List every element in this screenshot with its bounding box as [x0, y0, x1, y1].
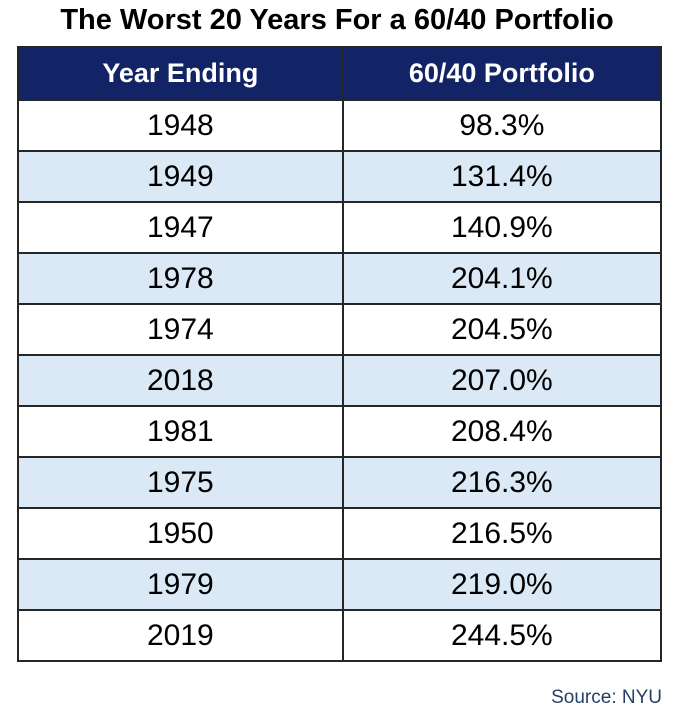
header-row: Year Ending 60/40 Portfolio [17, 46, 663, 101]
table-row: 1974 204.5% [17, 303, 663, 356]
portfolio-return-cell: 98.3% [341, 99, 663, 152]
table-row: 1949 131.4% [17, 150, 663, 203]
table-row: 1975 216.3% [17, 456, 663, 509]
table-row: 2018 207.0% [17, 354, 663, 407]
year-ending-cell: 1974 [17, 303, 344, 356]
table-row: 2019 244.5% [17, 609, 663, 662]
year-ending-cell: 1950 [17, 507, 344, 560]
year-ending-cell: 1948 [17, 99, 344, 152]
table-row: 1947 140.9% [17, 201, 663, 254]
column-header-6040-portfolio: 60/40 Portfolio [341, 46, 663, 101]
portfolio-return-cell: 219.0% [341, 558, 663, 611]
table-row: 1979 219.0% [17, 558, 663, 611]
portfolio-return-cell: 244.5% [341, 609, 663, 662]
portfolio-return-cell: 216.3% [341, 456, 663, 509]
table-row: 1950 216.5% [17, 507, 663, 560]
table-row: 1981 208.4% [17, 405, 663, 458]
portfolio-table: Year Ending 60/40 Portfolio 1948 98.3% 194… [17, 46, 663, 662]
year-ending-cell: 2019 [17, 609, 344, 662]
table-row: 1978 204.1% [17, 252, 663, 305]
portfolio-return-cell: 208.4% [341, 405, 663, 458]
year-ending-cell: 1979 [17, 558, 344, 611]
portfolio-return-cell: 216.5% [341, 507, 663, 560]
page-title: The Worst 20 Years For a 60/40 Portfolio [60, 4, 614, 36]
portfolio-return-cell: 204.1% [341, 252, 663, 305]
column-header-year-ending: Year Ending [17, 46, 344, 101]
portfolio-return-cell: 140.9% [341, 201, 663, 254]
portfolio-table-container: Year Ending 60/40 Portfolio 1948 98.3% 194… [17, 46, 663, 662]
year-ending-cell: 1978 [17, 252, 344, 305]
source-credit: Source: NYU [551, 687, 662, 708]
year-ending-cell: 2018 [17, 354, 344, 407]
year-ending-cell: 1981 [17, 405, 344, 458]
table-body: 1948 98.3% 1949 131.4% 1947 140.9% 1978 204.1% 1… [17, 99, 663, 662]
year-ending-cell: 1947 [17, 201, 344, 254]
portfolio-return-cell: 204.5% [341, 303, 663, 356]
table-row: 1948 98.3% [17, 99, 663, 152]
portfolio-return-cell: 131.4% [341, 150, 663, 203]
portfolio-return-cell: 207.0% [341, 354, 663, 407]
table-header: Year Ending 60/40 Portfolio [17, 46, 663, 101]
year-ending-cell: 1975 [17, 456, 344, 509]
year-ending-cell: 1949 [17, 150, 344, 203]
